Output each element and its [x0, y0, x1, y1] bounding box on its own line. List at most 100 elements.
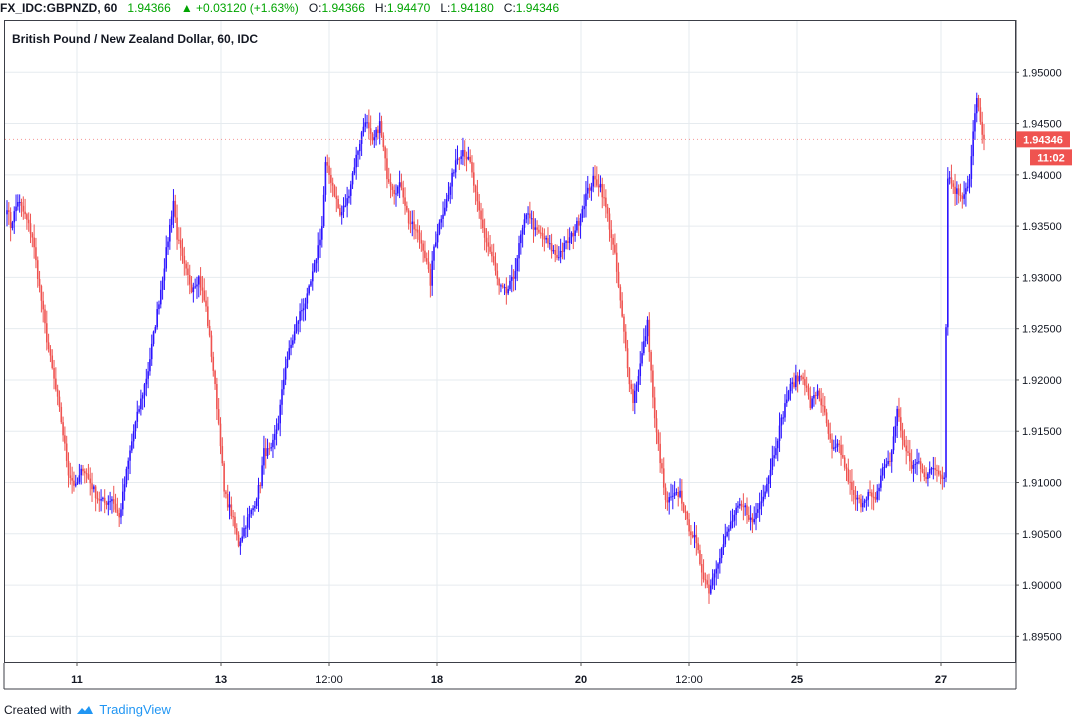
candle-body [444, 207, 446, 215]
candle-body [887, 460, 889, 465]
candle [489, 234, 491, 255]
candle-body [382, 135, 385, 148]
candle-body [548, 243, 551, 245]
candle-body [672, 495, 674, 497]
candle-body [353, 167, 356, 174]
candle [237, 531, 240, 548]
candle-body [342, 205, 345, 212]
candle [230, 496, 233, 520]
candle-body [644, 336, 647, 342]
candle [73, 471, 75, 492]
candle [156, 301, 158, 330]
candle [954, 173, 956, 206]
candle [849, 469, 851, 495]
candle-body [608, 213, 611, 230]
candle-body [395, 193, 397, 195]
candle [152, 330, 155, 347]
candle [968, 174, 971, 194]
candle-body [498, 278, 500, 286]
candle [425, 252, 428, 265]
candle [574, 224, 576, 242]
candle [583, 194, 585, 218]
candle [406, 201, 408, 213]
candle [40, 284, 43, 313]
candle [563, 236, 566, 260]
candle [145, 368, 148, 397]
candle [691, 531, 694, 539]
candle-body [737, 505, 739, 508]
candle [472, 162, 475, 193]
candle-body [945, 327, 947, 478]
candle-body [503, 286, 506, 288]
candle-body [510, 276, 513, 281]
candle-body [187, 268, 189, 275]
candle [411, 210, 414, 237]
candle-body [434, 242, 437, 247]
candle-body [637, 376, 640, 385]
chart-frame[interactable] [4, 20, 1016, 663]
candle [766, 477, 768, 494]
candle [404, 187, 406, 215]
candle-body [518, 243, 520, 259]
candle [453, 169, 455, 177]
candle-body [378, 121, 381, 134]
candle-body [225, 491, 227, 495]
candle [858, 494, 860, 504]
candle [912, 460, 915, 482]
candle-body [664, 487, 667, 501]
candle-body [82, 468, 84, 472]
candle-body [653, 397, 656, 419]
candle-body [483, 228, 486, 238]
candle [731, 508, 734, 529]
candle-body [776, 440, 779, 449]
candle [196, 276, 198, 299]
candle [782, 411, 784, 425]
candle [174, 194, 177, 224]
candle-body [111, 499, 113, 502]
candle-body [735, 507, 737, 515]
candle-body [427, 261, 430, 270]
candle-body [802, 376, 804, 380]
symbol-label[interactable]: FX_IDC:GBPNZD, 60 [0, 1, 118, 15]
candle-body [398, 182, 401, 187]
candle [254, 501, 256, 512]
candle [863, 498, 866, 508]
candle-body [496, 270, 499, 279]
candle-body [601, 183, 604, 198]
candle [169, 218, 171, 250]
candle [315, 258, 318, 273]
candle [134, 420, 137, 439]
candle-body [729, 521, 732, 529]
candle-body [586, 187, 589, 194]
candle [635, 381, 638, 403]
candle [684, 505, 687, 520]
candle-body [588, 187, 591, 191]
candle [273, 424, 276, 450]
candle [965, 182, 967, 207]
candle [58, 390, 61, 412]
candle [956, 181, 958, 205]
candle [380, 115, 383, 138]
tradingview-brand[interactable]: TradingView [99, 702, 171, 717]
candle-body [150, 343, 153, 360]
candle-body [570, 232, 573, 238]
candle [653, 386, 656, 428]
candle-body [798, 376, 801, 382]
candle [71, 466, 73, 494]
candle [780, 414, 783, 439]
candle-body [523, 219, 526, 228]
candle-body [923, 472, 926, 478]
candle-body [713, 573, 716, 578]
candle [82, 465, 84, 476]
candle [597, 174, 600, 197]
candle-body [248, 513, 251, 518]
candle-body [145, 378, 148, 385]
candle [925, 467, 927, 484]
candle [548, 234, 551, 250]
candle-body [975, 97, 978, 114]
candle [351, 171, 354, 189]
candle-body [308, 285, 310, 294]
candle-body [775, 448, 777, 456]
candle [588, 183, 591, 198]
